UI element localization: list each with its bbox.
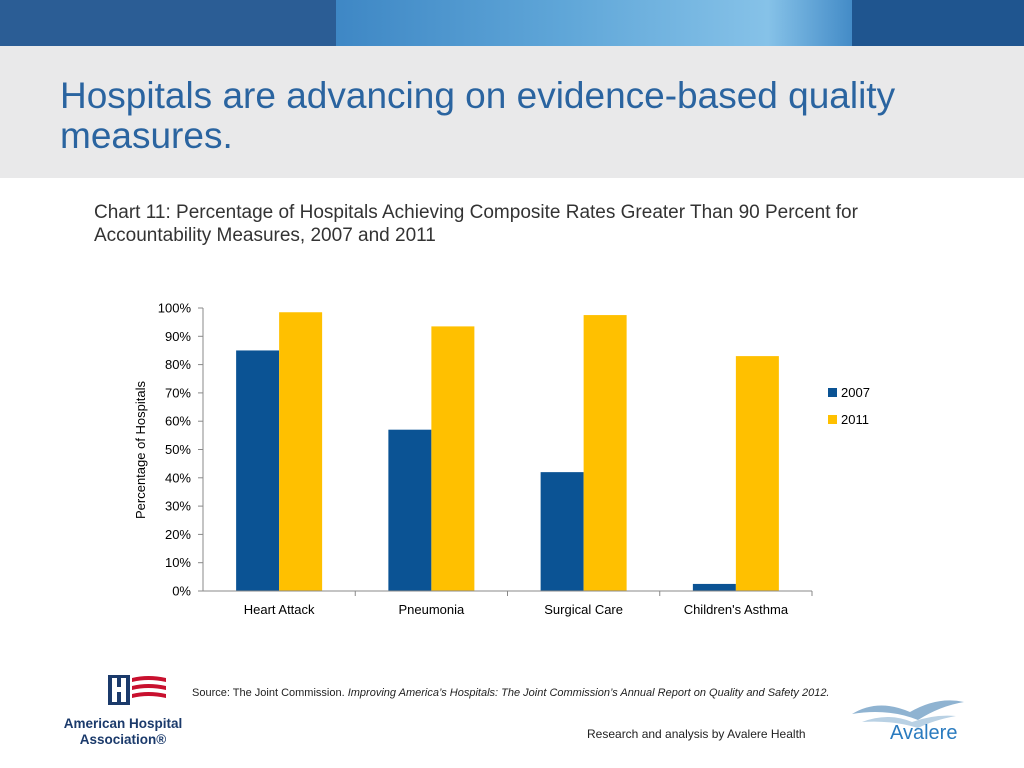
bar-2007 [692, 583, 736, 591]
bar-2011 [583, 315, 627, 591]
x-tick-label: Children's Asthma [684, 602, 789, 617]
y-tick-label: 30% [165, 499, 191, 514]
y-tick-label: 40% [165, 470, 191, 485]
legend-label: 2007 [841, 385, 870, 400]
bar-2011 [735, 356, 779, 591]
page-title: Hospitals are advancing on evidence-base… [60, 75, 896, 156]
avalere-logo [852, 700, 964, 728]
banner-block [852, 0, 1024, 46]
y-axis: 0% 10% 20% 30% 40% 50% 60% 70% 80% 90% 100% [158, 301, 203, 599]
y-tick-label: 70% [165, 385, 191, 400]
analysis-credit: Research and analysis by Avalere Health [587, 727, 806, 741]
banner-block [0, 0, 336, 46]
y-tick-label: 20% [165, 527, 191, 542]
y-tick-label: 60% [165, 414, 191, 429]
aha-stripe [132, 676, 166, 682]
legend-swatch [828, 415, 837, 424]
y-tick-label: 90% [165, 329, 191, 344]
x-tick-label: Heart Attack [244, 602, 315, 617]
chart-title: Chart 11: Percentage of Hospitals Achiev… [94, 202, 858, 246]
source-prefix: Source: The Joint Commission. [192, 687, 348, 699]
aha-h-bar [112, 687, 126, 692]
avalere-wing [852, 700, 964, 720]
aha-stripe [132, 684, 166, 690]
aha-logo-text: American Hospital Association® [63, 716, 183, 747]
legend-label: 2011 [841, 412, 869, 427]
y-tick-label: 100% [158, 301, 192, 316]
y-tick-label: 10% [165, 555, 191, 570]
top-banner [0, 0, 1024, 46]
x-tick-label: Surgical Care [544, 602, 623, 617]
avalere-wing [862, 715, 956, 728]
bar-2007 [388, 429, 432, 591]
bars [236, 312, 779, 591]
y-axis-title: Percentage of Hospitals [133, 380, 148, 519]
title-band [0, 46, 1024, 178]
x-tick-label: Pneumonia [398, 602, 465, 617]
bar-2007 [540, 472, 584, 591]
y-tick-label: 50% [165, 442, 191, 457]
source-note: Source: The Joint Commission. Improving … [192, 685, 842, 701]
bar-2011 [431, 326, 475, 591]
aha-logo [108, 675, 166, 705]
avalere-logo-text: Avalere [890, 722, 958, 744]
y-tick-label: 0% [172, 584, 191, 599]
bar-2007 [236, 350, 280, 591]
legend: 2007 2011 [828, 385, 870, 427]
legend-swatch [828, 388, 837, 397]
y-tick-label: 80% [165, 357, 191, 372]
source-title: Improving America’s Hospitals: The Joint… [347, 687, 830, 699]
x-axis: Heart Attack Pneumonia Surgical Care Childr… [244, 591, 813, 617]
bar-2011 [279, 312, 323, 591]
aha-stripe [132, 692, 166, 698]
